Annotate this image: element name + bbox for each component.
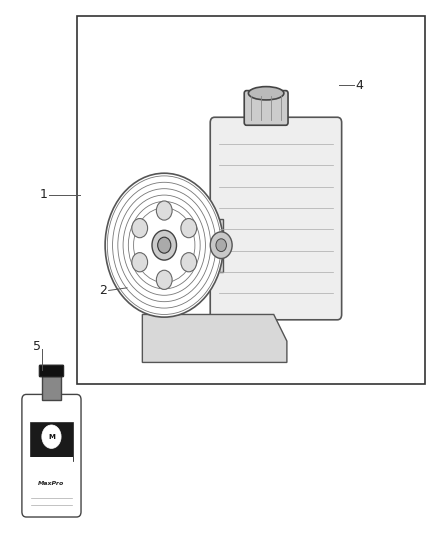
Polygon shape	[219, 219, 223, 272]
Circle shape	[156, 201, 172, 220]
Circle shape	[210, 232, 232, 259]
Circle shape	[132, 219, 148, 238]
FancyBboxPatch shape	[244, 91, 288, 125]
Text: M: M	[48, 434, 55, 440]
Text: 1: 1	[40, 188, 48, 201]
FancyBboxPatch shape	[39, 365, 64, 377]
Circle shape	[42, 425, 61, 448]
Circle shape	[132, 253, 148, 272]
Circle shape	[158, 237, 171, 253]
Circle shape	[181, 253, 197, 272]
FancyBboxPatch shape	[30, 422, 73, 461]
FancyBboxPatch shape	[30, 457, 73, 506]
FancyBboxPatch shape	[42, 376, 61, 400]
Text: MaxPro: MaxPro	[39, 481, 64, 486]
Circle shape	[152, 230, 177, 260]
Circle shape	[181, 219, 197, 238]
Polygon shape	[142, 314, 287, 362]
Text: 2: 2	[99, 284, 107, 297]
FancyBboxPatch shape	[22, 394, 81, 517]
Text: 5: 5	[33, 340, 41, 353]
Circle shape	[216, 239, 226, 252]
Circle shape	[156, 270, 172, 289]
FancyBboxPatch shape	[210, 117, 342, 320]
FancyBboxPatch shape	[77, 16, 425, 384]
Ellipse shape	[248, 86, 284, 100]
Circle shape	[105, 173, 223, 317]
Text: 4: 4	[355, 79, 363, 92]
